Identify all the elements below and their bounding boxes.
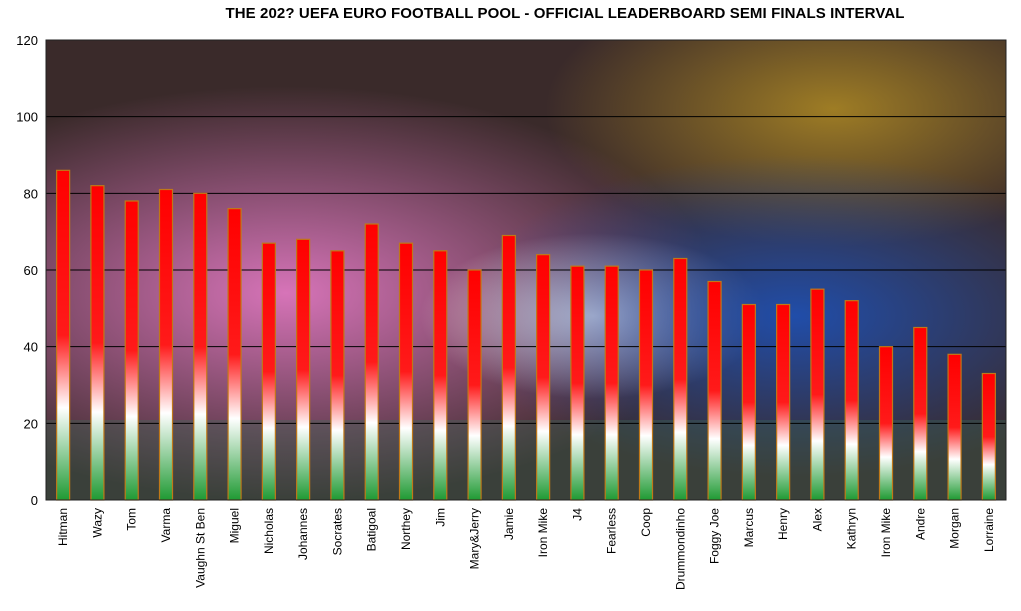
bar [467, 269, 482, 501]
x-category-label: Johannes [296, 508, 310, 560]
x-category-label: Andre [913, 508, 927, 540]
bar [364, 223, 379, 501]
x-category-label: Varma [159, 508, 173, 543]
bar [878, 346, 894, 501]
bar [638, 269, 654, 501]
x-category-label: Jamie [502, 508, 516, 540]
bar [296, 238, 311, 501]
bar [707, 280, 722, 501]
x-category-label: J4 [570, 508, 584, 521]
bar [227, 208, 242, 501]
x-category-label: Lorraine [982, 508, 996, 552]
bar [193, 192, 208, 501]
x-category-label: Northey [399, 508, 413, 550]
bar [536, 254, 551, 501]
y-tick-label: 100 [16, 110, 38, 125]
x-category-label: Wazy [90, 508, 104, 538]
bar [913, 326, 928, 501]
bar [433, 250, 448, 501]
bar [673, 257, 688, 501]
bar [981, 372, 996, 501]
bar [124, 200, 139, 501]
x-category-label: Iron Mike [879, 508, 893, 558]
plot-frame [45, 39, 1007, 501]
bar [56, 169, 71, 501]
x-category-label: Nicholas [262, 508, 276, 554]
bar [570, 265, 585, 501]
x-category-label: Marcus [742, 508, 756, 547]
bar [261, 242, 276, 501]
bar [398, 242, 414, 501]
y-tick-label: 120 [16, 33, 38, 48]
bar [776, 303, 791, 501]
x-category-label: Jim [433, 508, 447, 527]
x-category-label: Mary&Jerry [468, 508, 482, 569]
bar [810, 288, 825, 501]
bar [741, 303, 756, 501]
x-category-label: Foggy Joe [708, 508, 722, 564]
bar [158, 188, 174, 501]
x-category-label: Hitman [56, 508, 70, 546]
y-tick-label: 20 [24, 416, 38, 431]
x-category-label: Drummondinho [673, 508, 687, 590]
x-category-label: Tom [125, 508, 139, 531]
x-category-label: Socrates [330, 508, 344, 555]
x-category-label: Fearless [605, 508, 619, 554]
bar [90, 185, 105, 501]
x-category-label: Henry [776, 508, 790, 540]
x-category-label: Miguel [228, 508, 242, 543]
bar [330, 250, 345, 501]
chart-title: THE 202? UEFA EURO FOOTBALL POOL - OFFIC… [225, 5, 905, 22]
x-category-label: Kathryn [845, 508, 859, 549]
x-category-label: Iron Mike [536, 508, 550, 558]
bar [604, 265, 619, 501]
bar [501, 234, 516, 501]
x-category-label: Vaughn St Ben [193, 508, 207, 588]
x-category-label: Alex [810, 508, 824, 531]
bar [844, 300, 859, 501]
y-tick-label: 60 [24, 263, 38, 278]
y-tick-label: 0 [31, 493, 38, 508]
x-category-label: Morgan [948, 508, 962, 549]
y-tick-label: 80 [24, 186, 38, 201]
x-category-label: Batigoal [365, 508, 379, 551]
bar [947, 353, 962, 501]
y-tick-label: 40 [24, 340, 38, 355]
x-category-label: Coop [639, 508, 653, 537]
